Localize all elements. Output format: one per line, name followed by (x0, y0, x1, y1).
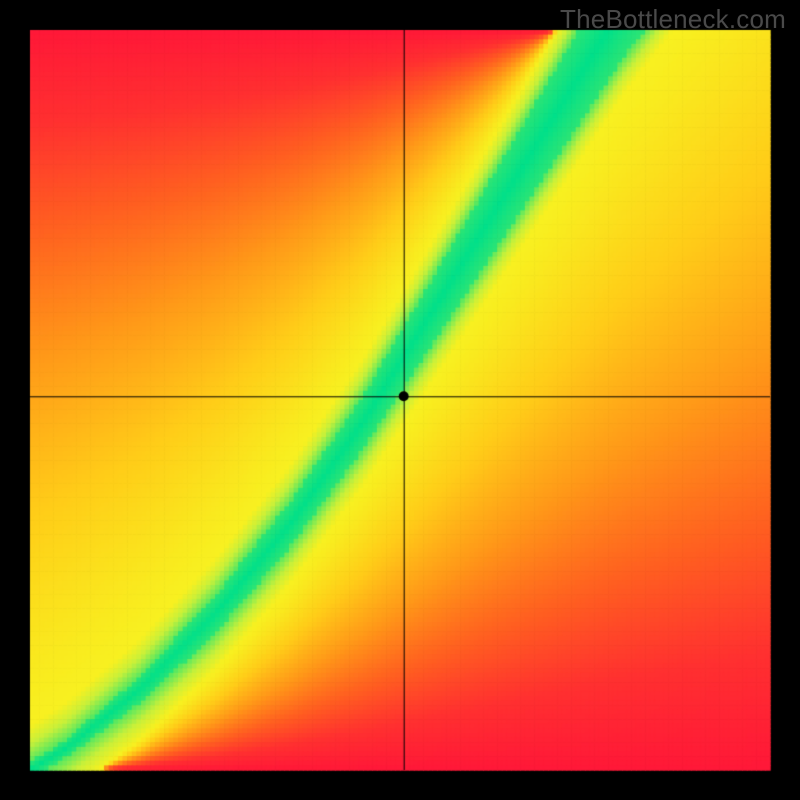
heatmap-canvas (0, 0, 800, 800)
watermark-text: TheBottleneck.com (560, 4, 786, 35)
chart-container: TheBottleneck.com (0, 0, 800, 800)
